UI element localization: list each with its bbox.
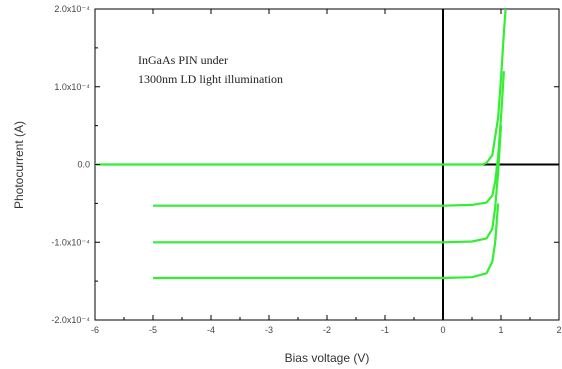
x-tick-label: 2 (556, 325, 561, 335)
y-tick-label: -2.0x10⁻⁴ (51, 315, 90, 325)
x-tick-label: -1 (381, 325, 389, 335)
y-tick-labels: -2.0x10⁻⁴ -1.0x10⁻⁴ 0.0 1.0x10⁻⁴ 2.0x10⁻⁴ (51, 4, 90, 325)
series-line-3 (153, 125, 503, 244)
x-tick-label: -5 (149, 325, 157, 335)
x-tick-labels: -6 -5 -4 -3 -2 -1 0 1 2 (91, 325, 562, 335)
series-line-1 (95, 8, 507, 166)
y-axis-title: Photocurrent (A) (12, 121, 26, 209)
y-tick-label: -1.0x10⁻⁴ (51, 237, 90, 247)
annotation-line-1: InGaAs PIN under (138, 53, 228, 67)
x-tick-label: 0 (440, 325, 445, 335)
y-tick-label: 1.0x10⁻⁴ (54, 82, 90, 92)
annotation-line-2: 1300nm LD light illumination (138, 72, 283, 86)
x-tick-label: 1 (498, 325, 503, 335)
series-layer (95, 8, 507, 280)
series-line-4 (153, 203, 500, 280)
x-tick-label: -3 (265, 325, 273, 335)
tick-marks (94, 8, 560, 321)
x-tick-label: -6 (91, 325, 99, 335)
x-axis-title: Bias voltage (V) (285, 351, 370, 365)
y-tick-label: 2.0x10⁻⁴ (54, 4, 90, 14)
x-tick-label: -2 (323, 325, 331, 335)
x-tick-label: -4 (207, 325, 215, 335)
y-tick-label: 0.0 (77, 160, 90, 170)
